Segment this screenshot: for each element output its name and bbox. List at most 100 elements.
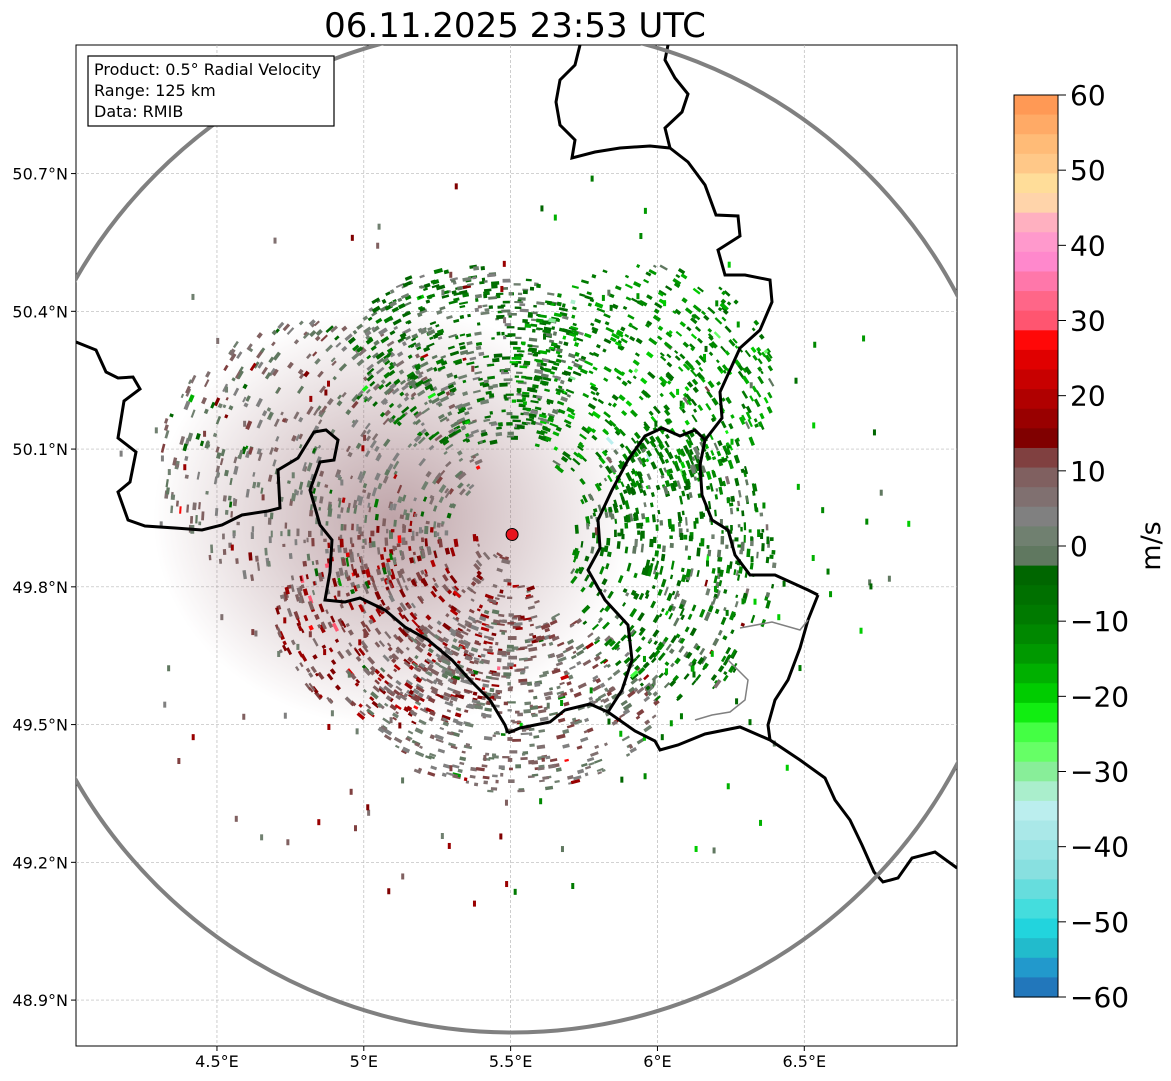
echo-gate xyxy=(530,420,536,426)
echo-gate xyxy=(619,730,623,737)
echo-gate xyxy=(398,693,408,701)
border-belgium-france-west xyxy=(76,340,510,734)
echo-gate xyxy=(215,415,222,425)
echo-gate xyxy=(214,507,219,516)
echo-gate xyxy=(542,329,551,334)
echo-gate xyxy=(726,301,732,306)
echo-gate xyxy=(519,308,529,313)
echo-gate xyxy=(692,304,702,313)
echo-gate xyxy=(609,465,617,474)
echo-gate xyxy=(552,331,558,336)
echo-gate xyxy=(717,567,721,574)
echo-gate xyxy=(477,654,482,658)
echo-gate xyxy=(553,667,559,671)
echo-gate xyxy=(611,719,619,726)
echo-gate xyxy=(442,641,448,647)
echo-gate xyxy=(379,411,386,418)
echo-gate xyxy=(707,327,713,333)
echo-gate xyxy=(381,298,387,304)
echo-gate xyxy=(497,650,506,655)
colorbar-swatch xyxy=(1014,271,1058,292)
echo-gate xyxy=(414,742,421,747)
echo-gate xyxy=(516,393,522,396)
echo-gate xyxy=(539,798,543,805)
echo-gate xyxy=(492,383,499,388)
echo-gate xyxy=(444,547,451,555)
echo-gate xyxy=(549,652,556,659)
echo-gate xyxy=(420,676,427,682)
echo-gate xyxy=(334,469,342,478)
echo-gate xyxy=(514,301,524,304)
echo-gate xyxy=(782,580,786,587)
echo-gate xyxy=(666,361,673,368)
echo-gate xyxy=(425,755,432,760)
echo-gate xyxy=(660,443,665,449)
echo-gate xyxy=(643,773,647,780)
echo-gate xyxy=(345,622,350,628)
echo-gate xyxy=(623,656,632,665)
echo-gate xyxy=(478,631,483,636)
echo-gate xyxy=(491,632,497,637)
echo-gate xyxy=(361,445,365,452)
colorbar-tick-label: −10 xyxy=(1070,605,1129,638)
echo-gate xyxy=(676,448,683,456)
echo-gate xyxy=(256,562,261,571)
echo-gate xyxy=(437,402,443,408)
echo-gate xyxy=(191,734,195,741)
echo-gate xyxy=(345,552,350,558)
echo-gate xyxy=(542,775,550,780)
echo-gate xyxy=(433,633,440,640)
echo-gate xyxy=(527,637,534,642)
echo-gate xyxy=(720,298,727,305)
echo-gate xyxy=(636,293,640,300)
echo-gate xyxy=(548,415,555,421)
echo-gate xyxy=(561,303,566,308)
echo-gate xyxy=(195,515,198,524)
echo-gate xyxy=(767,365,774,372)
echo-gate xyxy=(719,519,723,526)
echo-gate xyxy=(523,411,530,416)
echo-gate xyxy=(560,359,567,364)
echo-gate xyxy=(453,538,459,548)
echo-gate xyxy=(766,406,773,414)
echo-gate xyxy=(480,613,490,619)
echo-gate xyxy=(393,470,398,476)
echo-gate xyxy=(359,556,364,566)
echo-gate xyxy=(483,635,493,640)
echo-gate xyxy=(382,654,390,662)
echo-gate xyxy=(436,328,445,335)
echo-gate xyxy=(366,804,370,811)
echo-gate xyxy=(371,305,381,314)
echo-gate xyxy=(411,535,415,541)
echo-gate xyxy=(465,490,472,497)
echo-gate xyxy=(540,373,549,379)
echo-gate xyxy=(403,707,410,713)
echo-gate xyxy=(720,616,727,626)
echo-gate xyxy=(665,371,675,381)
echo-gate xyxy=(434,582,440,589)
echo-gate xyxy=(563,341,569,347)
echo-gate xyxy=(357,535,361,540)
echo-gate xyxy=(614,285,622,291)
echo-gate xyxy=(323,649,327,656)
echo-gate xyxy=(188,379,193,385)
echo-gate xyxy=(717,629,723,636)
echo-gate xyxy=(675,274,681,279)
echo-gate xyxy=(502,260,506,267)
echo-gate xyxy=(759,819,763,826)
echo-gate xyxy=(442,763,451,769)
echo-gate xyxy=(701,465,707,474)
echo-gate xyxy=(317,370,324,378)
echo-gate xyxy=(277,650,281,657)
echo-gate xyxy=(470,429,480,435)
echo-gate xyxy=(337,650,345,660)
echo-gate xyxy=(751,385,758,393)
echo-gate xyxy=(654,447,661,456)
echo-gate xyxy=(474,307,480,313)
echo-gate xyxy=(435,472,442,480)
echo-gate xyxy=(498,765,505,770)
echo-gate xyxy=(769,554,774,560)
echo-gate xyxy=(528,732,533,736)
echo-gate xyxy=(509,750,518,754)
echo-gate xyxy=(692,287,701,295)
